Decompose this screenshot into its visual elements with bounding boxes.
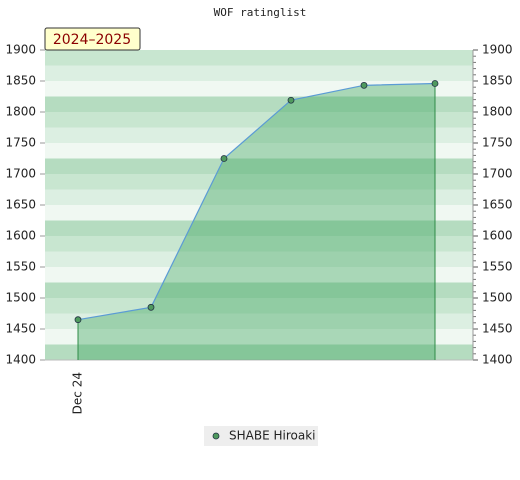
legend-label: SHABE Hiroaki <box>229 429 315 443</box>
y2-tick-label: 1900 <box>482 43 513 57</box>
band <box>45 112 473 128</box>
band <box>45 205 473 221</box>
band <box>45 65 473 81</box>
legend-box <box>204 426 318 446</box>
y-tick-label: 1600 <box>5 229 36 243</box>
y2-tick-label: 1800 <box>482 105 513 119</box>
band <box>45 236 473 252</box>
y2-tick-label: 1850 <box>482 74 513 88</box>
band <box>45 143 473 159</box>
y-tick-label: 1500 <box>5 291 36 305</box>
y-tick-label: 1900 <box>5 43 36 57</box>
band <box>45 282 473 298</box>
y2-tick-label: 1650 <box>482 198 513 212</box>
band <box>45 329 473 345</box>
y-tick-label: 1800 <box>5 105 36 119</box>
band <box>45 96 473 112</box>
band <box>45 313 473 329</box>
y-tick-label: 1650 <box>5 198 36 212</box>
y2-tick-label: 1450 <box>482 322 513 336</box>
point <box>431 80 439 87</box>
x-tick-label: Dec 24 <box>71 372 85 414</box>
y2-tick-label: 1600 <box>482 229 513 243</box>
y-tick-label: 1450 <box>5 322 36 336</box>
point <box>220 155 228 162</box>
y-tick-label: 1550 <box>5 260 36 274</box>
annotation: 2024–2025 <box>53 32 131 48</box>
point <box>74 316 82 324</box>
y2-tick-label: 1550 <box>482 260 513 274</box>
y-tick-label: 1750 <box>5 136 36 150</box>
band <box>45 251 473 267</box>
band <box>45 127 473 143</box>
annotation-box <box>44 27 141 51</box>
point <box>287 96 295 104</box>
y-tick-label: 1400 <box>5 353 36 367</box>
y-tick-label: 1700 <box>5 167 36 181</box>
band <box>45 344 473 360</box>
band <box>45 158 473 174</box>
band <box>45 174 473 190</box>
point <box>360 81 368 89</box>
band <box>45 267 473 283</box>
series-area <box>78 83 435 360</box>
y2-tick-label: 1750 <box>482 136 513 150</box>
y2-tick-label: 1500 <box>482 291 513 305</box>
chart-title: WOF ratinglist <box>214 6 307 19</box>
y-tick-label: 1850 <box>5 74 36 88</box>
y2-tick-label: 1700 <box>482 167 513 181</box>
band <box>45 50 473 66</box>
point <box>147 303 155 311</box>
band <box>45 189 473 205</box>
legend-marker <box>212 432 220 440</box>
series-line <box>77 82 436 321</box>
y2-tick-label: 1400 <box>482 353 513 367</box>
band <box>45 220 473 236</box>
